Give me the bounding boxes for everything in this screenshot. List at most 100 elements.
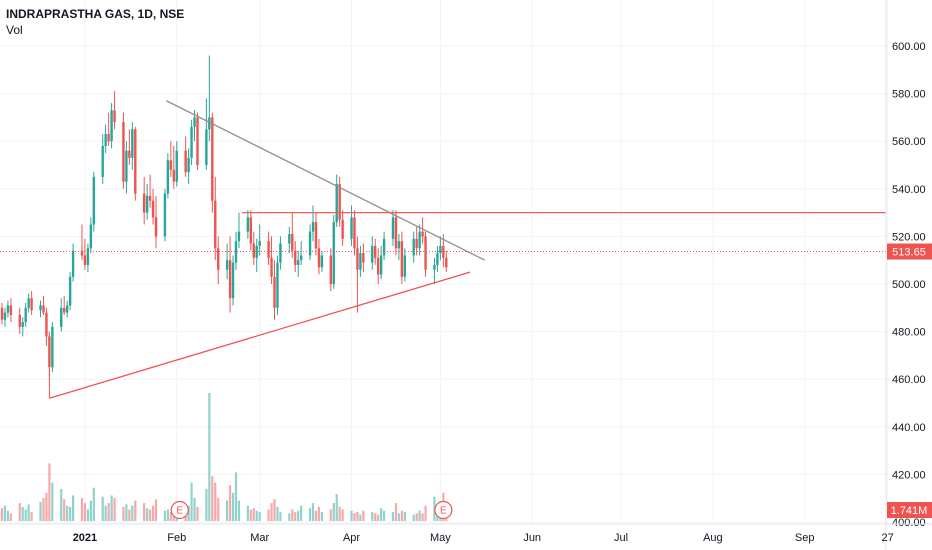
candle-body (270, 257, 273, 277)
candle-body (246, 217, 250, 232)
candle-body (89, 224, 93, 249)
volume-bar (258, 512, 261, 521)
volume-bar (394, 503, 398, 521)
volume-bar (48, 463, 51, 521)
candle-body (249, 217, 253, 244)
volume-bar (338, 506, 341, 521)
candle-body (379, 255, 383, 275)
volume-bar (143, 503, 146, 521)
volume-bar (163, 510, 167, 521)
candle-body (9, 305, 13, 315)
trendlines[interactable] (0, 100, 886, 399)
candle-body (294, 250, 297, 265)
volume-bar (353, 513, 356, 521)
volume-bars (0, 393, 448, 521)
candle-body (86, 248, 90, 265)
volume-bar (60, 489, 63, 521)
candle-body (397, 241, 401, 249)
volume-bar (377, 514, 380, 521)
volume-bar (231, 492, 235, 521)
price-tick-label: 440.00 (892, 422, 926, 434)
candle-body (134, 129, 137, 194)
volume-bar (80, 497, 84, 521)
volume-bar (403, 512, 406, 521)
candle-body (45, 312, 48, 337)
candle-body (193, 117, 196, 127)
candle-body (412, 238, 415, 256)
volume-bar (66, 505, 69, 521)
price-tick-label: 460.00 (892, 374, 926, 386)
volume-bar (228, 485, 232, 521)
volume-bar (415, 513, 418, 521)
volume-bar (300, 505, 303, 521)
candle-body (362, 253, 365, 263)
volume-bar (397, 513, 401, 521)
volume-bar (51, 482, 54, 521)
candle-body (317, 248, 321, 268)
volume-bar (27, 504, 30, 521)
price-tick-label: 540.00 (892, 184, 926, 196)
volume-bar (151, 505, 155, 521)
volume-bar (380, 508, 383, 521)
candle-body (371, 245, 374, 263)
volume-bar (45, 492, 48, 521)
volume-bar (42, 497, 45, 521)
candle-body (196, 117, 199, 165)
candle-body (18, 314, 21, 327)
volume-bar (412, 514, 415, 521)
candle-body (214, 200, 217, 249)
candle-body (101, 145, 104, 177)
last-volume-tag (887, 502, 932, 518)
volume-bar (400, 510, 403, 521)
volume-bar (39, 501, 42, 521)
candle-body (187, 157, 190, 173)
volume-bar (71, 495, 75, 521)
volume-bar (146, 508, 149, 521)
candle-body (297, 260, 300, 265)
symbol-title[interactable]: INDRAPRASTHA GAS, 1D, NSE (6, 7, 185, 21)
volume-bar (0, 508, 4, 521)
candle-body (279, 243, 282, 263)
volume-bar (193, 497, 196, 521)
candle-body (394, 217, 398, 249)
volume-bar (113, 497, 116, 521)
time-tick-label: 27 (882, 532, 894, 544)
candle-body (353, 217, 356, 249)
volume-bar (169, 512, 172, 521)
candle-body (80, 250, 84, 256)
volume-bar (362, 510, 365, 521)
volume-bar (86, 509, 89, 521)
candle-body (83, 255, 87, 265)
volume-bar (237, 500, 241, 521)
volume-bar (294, 512, 297, 521)
candle-body (166, 160, 170, 194)
volume-bar (63, 499, 66, 521)
volume-bar (9, 513, 12, 521)
candle-body (415, 238, 418, 249)
price-axis[interactable]: 600.00 580.00 560.00 540.00 520.00 500.00 480.… (885, 0, 932, 550)
time-tick-label: Jun (523, 532, 541, 544)
volume-bar (359, 514, 362, 521)
candle-body (154, 217, 158, 237)
volume-bar (211, 476, 214, 521)
time-axis[interactable]: 2021 Feb Mar Apr May Jun Jul Aug Sep 27 (0, 523, 932, 544)
candle-body (107, 134, 110, 142)
volume-bar (154, 499, 158, 521)
volume-bar (288, 513, 291, 521)
volume-bar (335, 494, 338, 521)
earnings-marker-label: E (440, 506, 447, 517)
volume-bar (391, 512, 395, 521)
candle-body (234, 241, 238, 263)
candle-body (51, 326, 54, 368)
volume-indicator-label[interactable]: Vol (6, 23, 23, 37)
volume-bar (273, 499, 276, 521)
candle-body (299, 255, 303, 261)
volume-bar (134, 500, 137, 521)
price-tick-label: 500.00 (892, 279, 926, 291)
volume-bar (356, 512, 359, 521)
volume-bar (18, 503, 21, 521)
volume-bar (208, 393, 211, 521)
